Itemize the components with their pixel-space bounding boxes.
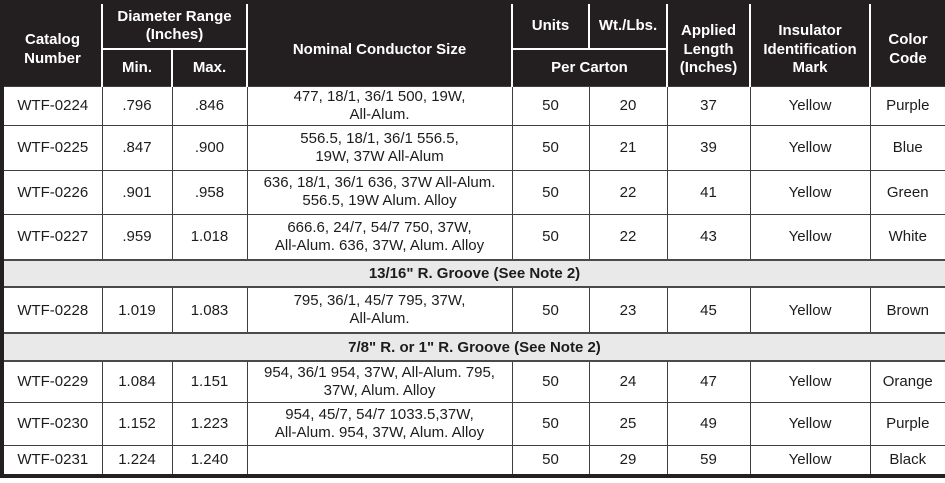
header-catalog-number: Catalog Number: [2, 2, 102, 86]
table-row: WTF-0225 .847 .900 556.5, 18/1, 36/1 556…: [1, 124, 945, 171]
header-row-1: Catalog Number Diameter Range (Inches) N…: [2, 2, 945, 86]
cell-units-per-carton: 50: [511, 85, 590, 126]
cell-insulator-mark: Yellow: [749, 124, 871, 171]
header-per-carton: Per Carton: [511, 48, 667, 86]
cell-wt-lbs: 29: [588, 444, 668, 477]
cell-insulator-mark: Yellow: [749, 286, 871, 334]
cell-applied-length: 49: [666, 401, 751, 446]
cell-catalog-number: WTF-0229: [1, 360, 103, 403]
cell-insulator-mark: Yellow: [749, 401, 871, 446]
cell-units-per-carton: 50: [511, 124, 590, 171]
cell-catalog-number: WTF-0226: [1, 169, 103, 215]
cell-conductor-size: [246, 444, 513, 477]
cell-color-code: Purple: [869, 85, 945, 126]
cell-min: .796: [101, 85, 173, 126]
cell-units-per-carton: 50: [511, 213, 590, 261]
cell-applied-length: 45: [666, 286, 751, 334]
cell-color-code: Blue: [869, 124, 945, 171]
table-row: WTF-0230 1.152 1.223 954, 45/7, 54/7 103…: [1, 401, 945, 446]
cell-insulator-mark: Yellow: [749, 444, 871, 477]
cell-conductor-size: 795, 36/1, 45/7 795, 37W, All-Alum.: [246, 286, 513, 334]
header-max: Max.: [171, 48, 247, 86]
header-row-2: Min. Max. Per Carton: [2, 48, 945, 86]
cell-min: .901: [101, 169, 173, 215]
header-insulator-identification-mark: Insulator Identification Mark: [749, 2, 870, 86]
cell-wt-lbs: 23: [588, 286, 668, 334]
cell-wt-lbs: 20: [588, 85, 668, 126]
header-color-code: Color Code: [869, 2, 945, 86]
cell-units-per-carton: 50: [511, 286, 590, 334]
header-applied-length: Applied Length (Inches): [666, 2, 750, 86]
cell-min: 1.224: [101, 444, 173, 477]
cell-max: 1.151: [171, 360, 248, 403]
table-row: WTF-0229 1.084 1.151 954, 36/1 954, 37W,…: [1, 360, 945, 403]
cell-min: .847: [101, 124, 173, 171]
header-wt-lbs: Wt./Lbs.: [588, 2, 667, 49]
cell-units-per-carton: 50: [511, 444, 590, 477]
header-units: Units: [511, 2, 589, 49]
cell-insulator-mark: Yellow: [749, 85, 871, 126]
cell-catalog-number: WTF-0231: [1, 444, 103, 477]
section-row: 7/8" R. or 1" R. Groove (See Note 2): [1, 332, 945, 362]
cell-catalog-number: WTF-0224: [1, 85, 103, 126]
cell-insulator-mark: Yellow: [749, 213, 871, 261]
table-row: WTF-0226 .901 .958 636, 18/1, 36/1 636, …: [1, 169, 945, 215]
cell-applied-length: 43: [666, 213, 751, 261]
section-row: 13/16" R. Groove (See Note 2): [1, 259, 945, 288]
table-row: WTF-0224 .796 .846 477, 18/1, 36/1 500, …: [1, 85, 945, 126]
cell-applied-length: 59: [666, 444, 751, 477]
cell-catalog-number: WTF-0228: [1, 286, 103, 334]
cell-conductor-size: 954, 45/7, 54/7 1033.5,37W, All-Alum. 95…: [246, 401, 513, 446]
cell-color-code: White: [869, 213, 945, 261]
cell-wt-lbs: 21: [588, 124, 668, 171]
cell-conductor-size: 556.5, 18/1, 36/1 556.5, 19W, 37W All-Al…: [246, 124, 513, 171]
header-min: Min.: [101, 48, 172, 86]
cell-wt-lbs: 22: [588, 169, 668, 215]
cell-applied-length: 39: [666, 124, 751, 171]
cell-applied-length: 47: [666, 360, 751, 403]
cell-catalog-number: WTF-0230: [1, 401, 103, 446]
cell-catalog-number: WTF-0225: [1, 124, 103, 171]
table-row: WTF-0231 1.224 1.240 50 29 59 Yellow Bla…: [1, 444, 945, 477]
cell-max: 1.083: [171, 286, 248, 334]
cell-min: 1.152: [101, 401, 173, 446]
cell-max: 1.223: [171, 401, 248, 446]
section-label: 13/16" R. Groove (See Note 2): [1, 259, 945, 288]
cell-applied-length: 37: [666, 85, 751, 126]
cell-color-code: Black: [869, 444, 945, 477]
cell-color-code: Brown: [869, 286, 945, 334]
cell-color-code: Purple: [869, 401, 945, 446]
cell-units-per-carton: 50: [511, 360, 590, 403]
cell-color-code: Orange: [869, 360, 945, 403]
cell-min: 1.084: [101, 360, 173, 403]
cell-insulator-mark: Yellow: [749, 360, 871, 403]
cell-conductor-size: 954, 36/1 954, 37W, All-Alum. 795, 37W, …: [246, 360, 513, 403]
cell-wt-lbs: 25: [588, 401, 668, 446]
cell-conductor-size: 666.6, 24/7, 54/7 750, 37W, All-Alum. 63…: [246, 213, 513, 261]
cell-catalog-number: WTF-0227: [1, 213, 103, 261]
header-nominal-conductor-size: Nominal Conductor Size: [246, 2, 512, 86]
cell-conductor-size: 636, 18/1, 36/1 636, 37W All-Alum. 556.5…: [246, 169, 513, 215]
table-row: WTF-0228 1.019 1.083 795, 36/1, 45/7 795…: [1, 286, 945, 334]
table-row: WTF-0227 .959 1.018 666.6, 24/7, 54/7 75…: [1, 213, 945, 261]
cell-units-per-carton: 50: [511, 401, 590, 446]
cell-max: .846: [171, 85, 248, 126]
cell-min: .959: [101, 213, 173, 261]
cell-units-per-carton: 50: [511, 169, 590, 215]
cell-color-code: Green: [869, 169, 945, 215]
cell-conductor-size: 477, 18/1, 36/1 500, 19W, All-Alum.: [246, 85, 513, 126]
cell-wt-lbs: 22: [588, 213, 668, 261]
cell-max: 1.240: [171, 444, 248, 477]
cell-wt-lbs: 24: [588, 360, 668, 403]
cell-max: 1.018: [171, 213, 248, 261]
cell-max: .958: [171, 169, 248, 215]
section-label: 7/8" R. or 1" R. Groove (See Note 2): [1, 332, 945, 362]
cell-insulator-mark: Yellow: [749, 169, 871, 215]
cell-min: 1.019: [101, 286, 173, 334]
cell-applied-length: 41: [666, 169, 751, 215]
header-diameter-range: Diameter Range (Inches): [101, 2, 247, 49]
cell-max: .900: [171, 124, 248, 171]
